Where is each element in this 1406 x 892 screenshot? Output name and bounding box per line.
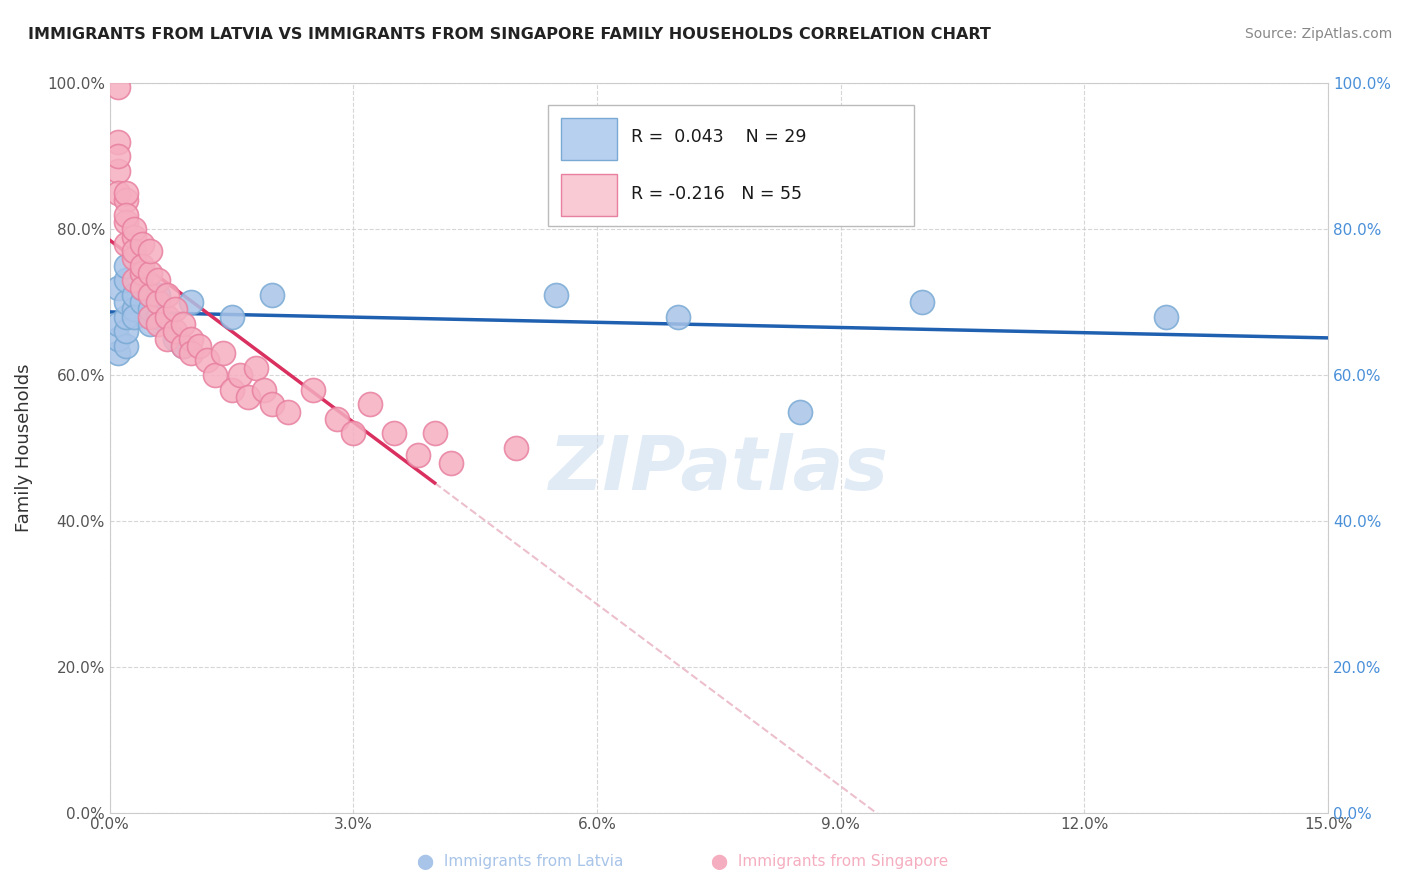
Point (277, 404, 299, 418)
FancyBboxPatch shape (561, 174, 617, 216)
Text: Source: ZipAtlas.com: Source: ZipAtlas.com (1244, 27, 1392, 41)
Text: ⬤  Immigrants from Latvia: ⬤ Immigrants from Latvia (418, 854, 623, 870)
Point (139, 302, 162, 317)
Point (139, 317, 162, 331)
Point (148, 295, 170, 310)
Point (180, 346, 202, 360)
Point (546, 288, 568, 302)
Point (122, 310, 145, 324)
Point (172, 317, 194, 331)
Point (236, 390, 259, 404)
Point (139, 266, 162, 280)
Point (122, 288, 145, 302)
Point (107, 186, 129, 200)
Point (359, 397, 381, 411)
Point (115, 236, 138, 251)
Point (139, 244, 162, 259)
Point (423, 426, 446, 441)
Point (122, 229, 145, 244)
Point (131, 236, 153, 251)
Point (115, 208, 138, 222)
Point (131, 280, 153, 294)
Point (221, 383, 243, 397)
Text: ZIPatlas: ZIPatlas (548, 434, 889, 507)
Point (382, 426, 405, 441)
Point (122, 302, 145, 317)
Point (262, 288, 284, 302)
Point (107, 164, 129, 178)
Point (180, 295, 202, 310)
Point (221, 310, 243, 324)
Point (122, 244, 145, 259)
Point (204, 368, 226, 382)
Point (115, 215, 138, 229)
Point (115, 193, 138, 207)
Point (115, 186, 138, 200)
FancyBboxPatch shape (548, 105, 914, 226)
Text: IMMIGRANTS FROM LATVIA VS IMMIGRANTS FROM SINGAPORE FAMILY HOUSEHOLDS CORRELATIO: IMMIGRANTS FROM LATVIA VS IMMIGRANTS FRO… (28, 27, 991, 42)
Point (131, 280, 153, 294)
Y-axis label: Family Households: Family Households (15, 364, 32, 533)
Point (188, 339, 211, 353)
Point (131, 259, 153, 273)
Point (180, 332, 202, 346)
Point (342, 426, 364, 441)
Point (115, 324, 138, 338)
Point (131, 295, 153, 310)
Point (148, 310, 170, 324)
Point (172, 339, 194, 353)
Text: R = -0.216   N = 55: R = -0.216 N = 55 (631, 186, 803, 203)
Point (195, 353, 218, 368)
Point (122, 273, 145, 287)
Point (139, 310, 162, 324)
Text: ⬤  Immigrants from Singapore: ⬤ Immigrants from Singapore (711, 854, 948, 870)
Point (228, 368, 250, 382)
Point (155, 288, 177, 302)
Point (139, 288, 162, 302)
Point (107, 135, 129, 149)
Point (911, 295, 934, 310)
Point (326, 412, 349, 426)
Point (163, 332, 186, 346)
Point (440, 456, 463, 470)
Point (1154, 310, 1177, 324)
Point (408, 448, 430, 462)
Point (163, 324, 186, 338)
Point (115, 339, 138, 353)
Point (666, 310, 689, 324)
Point (131, 266, 153, 280)
Point (148, 317, 170, 331)
FancyBboxPatch shape (561, 118, 617, 160)
Point (107, 346, 129, 360)
Point (245, 360, 267, 375)
Point (115, 273, 138, 287)
Point (122, 252, 145, 266)
Point (107, 317, 129, 331)
Point (115, 295, 138, 310)
Point (148, 273, 170, 287)
Point (172, 339, 194, 353)
Point (107, 280, 129, 294)
Point (107, 149, 129, 163)
Point (115, 310, 138, 324)
Text: R =  0.043    N = 29: R = 0.043 N = 29 (631, 128, 807, 146)
Point (155, 332, 177, 346)
Point (107, 332, 129, 346)
Point (212, 346, 235, 360)
Point (148, 288, 170, 302)
Point (155, 310, 177, 324)
Point (789, 404, 811, 418)
Point (262, 397, 284, 411)
Point (163, 302, 186, 317)
Point (301, 383, 323, 397)
Point (253, 383, 276, 397)
Point (107, 80, 129, 95)
Point (505, 441, 527, 455)
Point (115, 259, 138, 273)
Point (122, 222, 145, 236)
